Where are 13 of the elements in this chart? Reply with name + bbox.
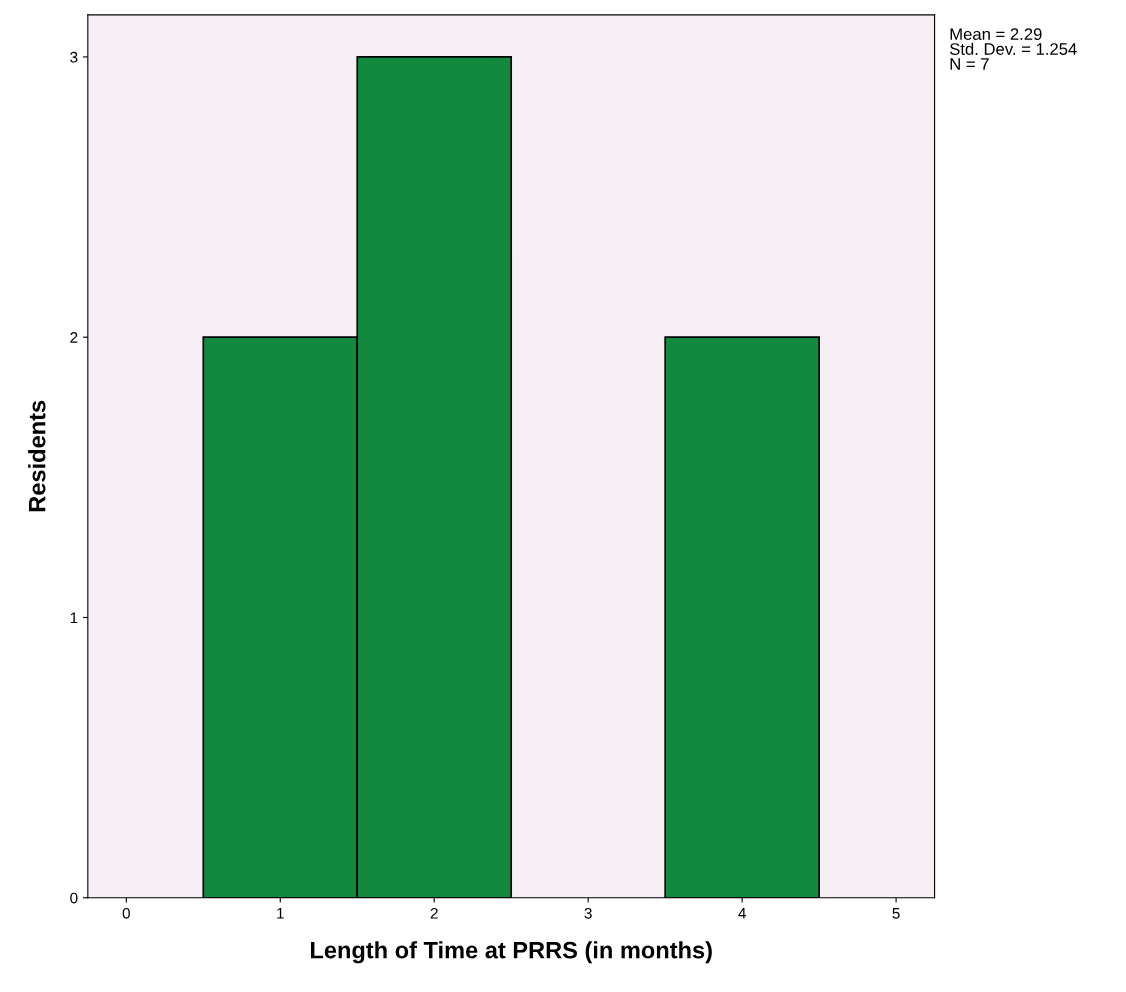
x-tick-label: 2 <box>430 907 438 919</box>
y-tick-label: 2 <box>70 332 78 343</box>
y-tick-label: 1 <box>70 612 78 624</box>
y-axis-title: Residents <box>28 400 46 512</box>
x-axis-title: Length of Time at PRRS (in months) <box>311 941 712 964</box>
x-tick-label: 3 <box>584 907 592 919</box>
x-tick-label: 1 <box>277 908 284 919</box>
x-tick-label: 4 <box>738 908 746 919</box>
y-tick-label: 0 <box>70 892 78 904</box>
text: Mean = 2.29 Std. Dev. = 1.254 N = 7 <box>949 28 1077 70</box>
x-tick-label: 5 <box>892 908 900 919</box>
x-tick-label: 0 <box>122 907 130 919</box>
y-tick-label: 3 <box>70 51 78 63</box>
